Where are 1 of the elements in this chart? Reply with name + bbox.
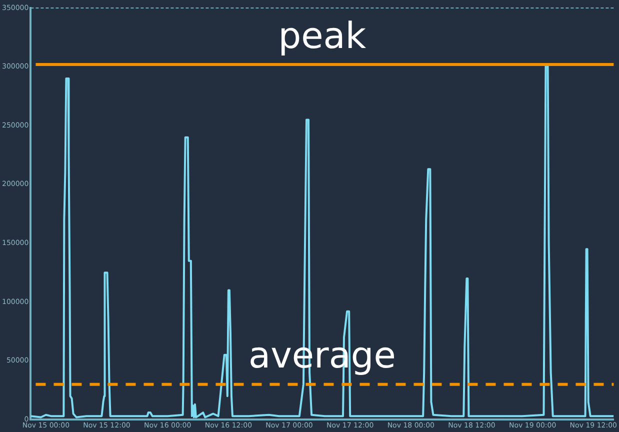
ref-line-label: peak bbox=[278, 16, 366, 57]
